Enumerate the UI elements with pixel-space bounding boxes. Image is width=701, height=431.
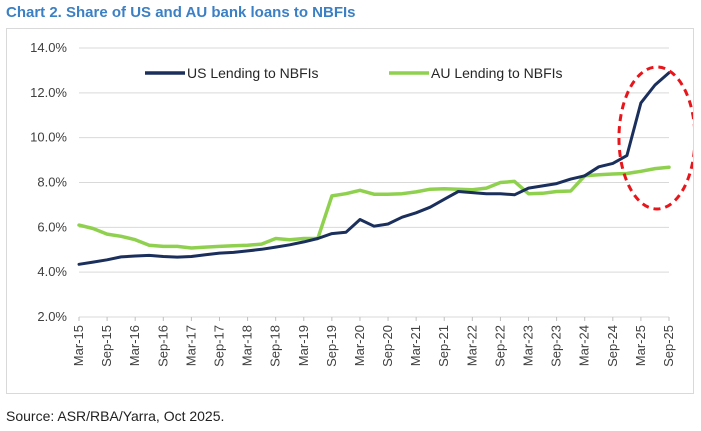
x-tick-label: Sep-16 <box>155 325 170 367</box>
y-tick-label: 14.0% <box>30 40 67 55</box>
legend-au-label: AU Lending to NBFIs <box>431 65 563 81</box>
y-tick-label: 6.0% <box>37 219 67 234</box>
x-tick-label: Mar-19 <box>296 325 311 366</box>
x-tick-label: Sep-24 <box>605 325 620 367</box>
chart-area: 2.0% 4.0% 6.0% 8.0% 10.0% 12.0% 14.0% Mar-15 Sep… <box>6 28 694 394</box>
x-tick-label: Mar-23 <box>521 325 536 366</box>
x-tick-label: Sep-25 <box>661 325 676 367</box>
y-tick-label: 4.0% <box>37 264 67 279</box>
x-tick-label: Sep-20 <box>380 325 395 367</box>
x-tick-label: Mar-22 <box>464 325 479 366</box>
x-tick-label: Mar-16 <box>127 325 142 366</box>
x-tick-label: Mar-25 <box>633 325 648 366</box>
x-tick-label: Mar-21 <box>408 325 423 366</box>
x-tick-label: Sep-21 <box>436 325 451 367</box>
au-lending-series-line <box>77 165 671 250</box>
legend-us-label: US Lending to NBFIs <box>187 65 319 81</box>
x-tick-label: Sep-19 <box>324 325 339 367</box>
x-tick-label: Mar-20 <box>352 325 367 366</box>
y-tick-label: 2.0% <box>37 309 67 324</box>
x-tick-label: Mar-17 <box>183 325 198 366</box>
x-tick-label: Sep-15 <box>99 325 114 367</box>
us-lending-series-line <box>77 71 671 266</box>
x-tick-label: Sep-18 <box>268 325 283 367</box>
x-tick-label: Sep-23 <box>549 325 564 367</box>
x-tick-label: Sep-17 <box>211 325 226 367</box>
chart-title: Chart 2. Share of US and AU bank loans t… <box>6 4 356 21</box>
x-tick-label: Mar-15 <box>71 325 86 366</box>
highlight-ellipse <box>617 65 693 211</box>
x-tick-label: Mar-24 <box>577 325 592 366</box>
y-tick-label: 12.0% <box>30 85 67 100</box>
y-tick-label: 8.0% <box>37 175 67 190</box>
source-note: Source: ASR/RBA/Yarra, Oct 2025. <box>6 408 225 424</box>
line-chart: 2.0% 4.0% 6.0% 8.0% 10.0% 12.0% 14.0% Mar-15 Sep… <box>30 40 693 367</box>
x-tick-label: Mar-18 <box>240 325 255 366</box>
y-tick-label: 10.0% <box>30 130 67 145</box>
x-tick-label: Sep-22 <box>492 325 507 367</box>
